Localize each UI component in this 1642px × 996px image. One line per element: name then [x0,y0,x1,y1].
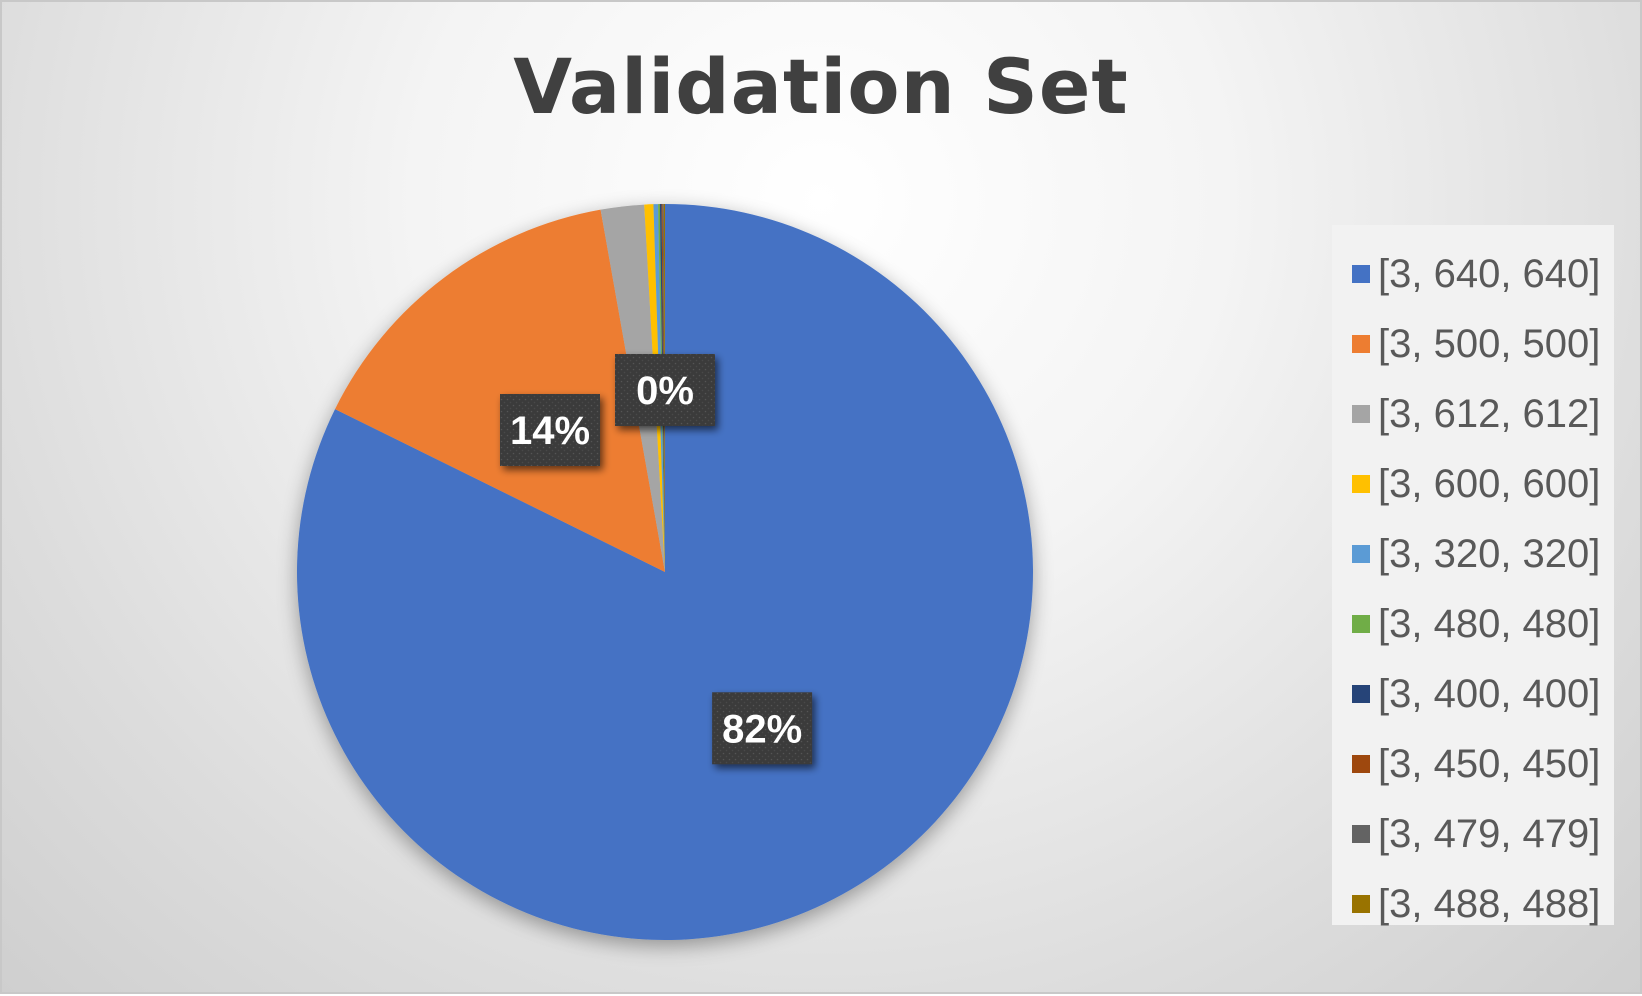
legend-item: [3, 450, 450] [1352,729,1614,799]
legend-item: [3, 488, 488] [1352,869,1614,939]
legend-label: [3, 612, 612] [1378,391,1601,436]
chart-legend: [3, 640, 640] [3, 500, 500] [3, 612, 612] [… [1332,225,1614,926]
data-label-box [712,692,813,765]
legend-swatch [1352,685,1370,703]
legend-label: [3, 480, 480] [1378,601,1601,646]
data-label-box [500,394,600,466]
legend-label: [3, 450, 450] [1378,741,1601,786]
legend-item: [3, 479, 479] [1352,799,1614,869]
legend-item: [3, 600, 600] [1352,449,1614,519]
legend-label: [3, 400, 400] [1378,671,1601,716]
legend-label: [3, 479, 479] [1378,811,1601,856]
pie-slice [335,209,665,572]
data-label-text: 14% [510,409,590,453]
legend-item: [3, 320, 320] [1352,519,1614,589]
legend-swatch [1352,335,1370,353]
legend-label: [3, 640, 640] [1378,251,1601,296]
chart-title: Validation Set [513,42,1129,131]
data-label-text: 0% [636,369,694,413]
legend-item: [3, 500, 500] [1352,309,1614,379]
legend-swatch [1352,475,1370,493]
data-label: 0% [615,354,715,426]
legend-swatch [1352,545,1370,563]
legend-item: [3, 480, 480] [1352,589,1614,659]
legend-label: [3, 500, 500] [1378,321,1601,366]
legend-swatch [1352,615,1370,633]
legend-item: [3, 400, 400] [1352,659,1614,729]
data-label: 14% [500,394,600,466]
data-label-box [615,354,715,426]
data-label: 82% [712,692,813,765]
legend-item: [3, 640, 640] [1352,239,1614,309]
data-label-text: 82% [722,707,802,751]
legend-swatch [1352,265,1370,283]
legend-swatch [1352,755,1370,773]
legend-swatch [1352,405,1370,423]
legend-label: [3, 320, 320] [1378,531,1601,576]
legend-swatch [1352,825,1370,843]
legend-item: [3, 612, 612] [1352,379,1614,449]
legend-swatch [1352,895,1370,913]
legend-label: [3, 600, 600] [1378,461,1601,506]
pie-slice [662,204,665,572]
legend-label: [3, 488, 488] [1378,881,1601,926]
